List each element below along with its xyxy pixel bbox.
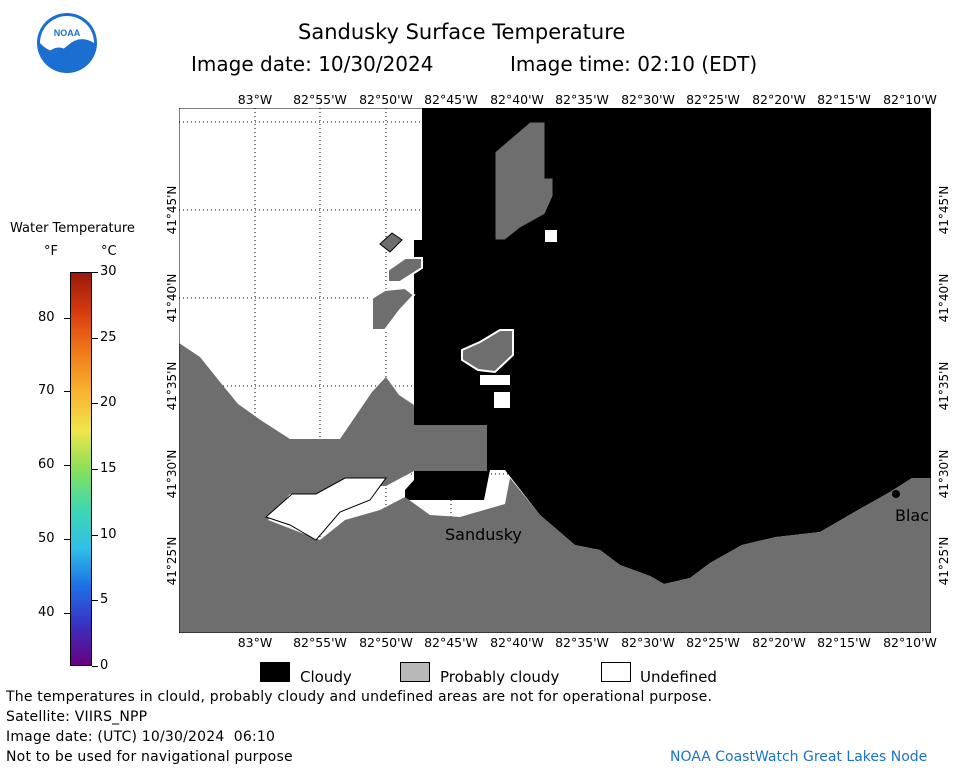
colorbar-f-tick-mark [64, 391, 70, 392]
colorbar-f-tick-label: 40 [38, 605, 55, 620]
latitude-label: 41°25'N [165, 536, 179, 586]
longitude-label: 82°50'W [359, 92, 413, 107]
colorbar-c-tick-label: 20 [100, 395, 117, 411]
probably-cloudy-island-1 [494, 121, 554, 241]
longitude-label: 82°20'W [752, 92, 806, 107]
cloudy-region [405, 108, 931, 584]
colorbar-c-tick-label: 30 [100, 264, 117, 279]
latitude-label: 41°45'N [165, 185, 179, 235]
satellite-text: Satellite: VIIRS_NPP [6, 709, 148, 725]
latitude-label: 41°30'N [165, 449, 179, 499]
colorbar-f-tick-mark [64, 613, 70, 614]
legend-swatch-cloudy [260, 662, 290, 682]
utc-date-text: Image date: (UTC) 10/30/2024 06:10 [6, 729, 276, 745]
colorbar-unit-c: °C [101, 244, 117, 259]
probably-cloudy-island-5 [379, 232, 403, 253]
longitude-label: 82°30'W [621, 92, 675, 107]
longitude-label: 82°55'W [293, 92, 347, 107]
latitude-label: 41°40'N [165, 273, 179, 323]
map-title: Sandusky Surface Temperature [298, 20, 626, 44]
undefined-spot-1 [480, 375, 510, 385]
longitude-label: 82°10'W [883, 635, 937, 650]
city-dot-blac [892, 490, 900, 498]
colorbar-c-tick-mark [92, 600, 98, 602]
longitude-label: 82°40'W [490, 92, 544, 107]
latitude-label: 41°25'N [937, 536, 951, 586]
colorbar-f-tick-mark [64, 318, 70, 319]
longitude-label: 82°15'W [817, 635, 871, 650]
latitude-label: 41°35'N [937, 361, 951, 411]
colorbar-f-tick-mark [64, 465, 70, 466]
probably-cloudy-island-4 [387, 257, 423, 283]
colorbar [70, 272, 92, 666]
undefined-sliver [265, 477, 387, 541]
colorbar-unit-f: °F [44, 244, 58, 259]
colorbar-c-tick-mark [92, 337, 98, 339]
longitude-label: 82°35'W [555, 635, 609, 650]
navigation-warning: Not to be used for navigational purpose [6, 749, 293, 765]
logo-text: NOAA [54, 28, 81, 38]
colorbar-c-tick-mark [92, 666, 98, 667]
legend-label-cloudy: Cloudy [300, 668, 352, 686]
probably-cloudy-island-2 [461, 329, 514, 374]
legend-swatch-undefined [601, 662, 631, 682]
undefined-spot-3 [545, 230, 557, 242]
undefined-spot-2 [494, 392, 510, 408]
colorbar-c-tick-label: 0 [100, 658, 109, 673]
longitude-label: 82°20'W [752, 635, 806, 650]
colorbar-c-tick-label: 5 [100, 592, 109, 608]
colorbar-c-tick-label: 25 [100, 329, 117, 345]
latitude-label: 41°35'N [165, 361, 179, 411]
longitude-label: 82°40'W [490, 635, 544, 650]
colorbar-f-tick-mark [64, 539, 70, 540]
longitude-label: 82°30'W [621, 635, 675, 650]
legend-label-probably-cloudy: Probably cloudy [440, 668, 560, 686]
disclaimer-text: The temperatures in clould, probably clo… [6, 689, 713, 705]
place-label-blac: Blac [895, 506, 930, 525]
colorbar-f-tick-label: 50 [38, 531, 55, 546]
place-label-sandusky: Sandusky [445, 525, 522, 544]
colorbar-c-tick-mark [92, 403, 98, 405]
latitude-label: 41°40'N [937, 273, 951, 323]
colorbar-f-tick-label: 80 [38, 310, 55, 325]
colorbar-c-tick-label: 15 [100, 461, 117, 476]
colorbar-c-tick-mark [92, 272, 98, 273]
longitude-label: 82°25'W [686, 92, 740, 107]
longitude-label: 82°45'W [424, 92, 478, 107]
colorbar-f-tick-label: 70 [38, 383, 55, 398]
longitude-label: 82°35'W [555, 92, 609, 107]
latitude-label: 41°30'N [937, 449, 951, 499]
longitude-label: 82°25'W [686, 635, 740, 650]
longitude-label: 82°55'W [293, 635, 347, 650]
probably-cloudy-land [179, 343, 931, 633]
image-time: Image time: 02:10 (EDT) [510, 52, 758, 76]
longitude-label: 82°10'W [883, 92, 937, 107]
longitude-label: 83°W [237, 92, 273, 107]
legend-label-undefined: Undefined [640, 668, 717, 686]
longitude-label: 82°50'W [359, 635, 413, 650]
longitude-label: 82°15'W [817, 92, 871, 107]
colorbar-c-tick-mark [92, 534, 98, 536]
probably-cloudy-island-3 [371, 286, 416, 331]
credit-text: NOAA CoastWatch Great Lakes Node [670, 749, 928, 765]
colorbar-title: Water Temperature [10, 221, 135, 236]
longitude-label: 83°W [237, 635, 273, 650]
colorbar-c-tick-label: 10 [100, 526, 117, 542]
image-date: Image date: 10/30/2024 [191, 52, 434, 76]
legend-swatch-probably-cloudy [400, 662, 430, 682]
latitude-label: 41°45'N [937, 185, 951, 235]
colorbar-f-tick-label: 60 [38, 457, 55, 472]
noaa-logo: NOAA [36, 12, 98, 74]
map [179, 108, 931, 633]
colorbar-c-tick-mark [92, 469, 98, 470]
longitude-label: 82°45'W [424, 635, 478, 650]
